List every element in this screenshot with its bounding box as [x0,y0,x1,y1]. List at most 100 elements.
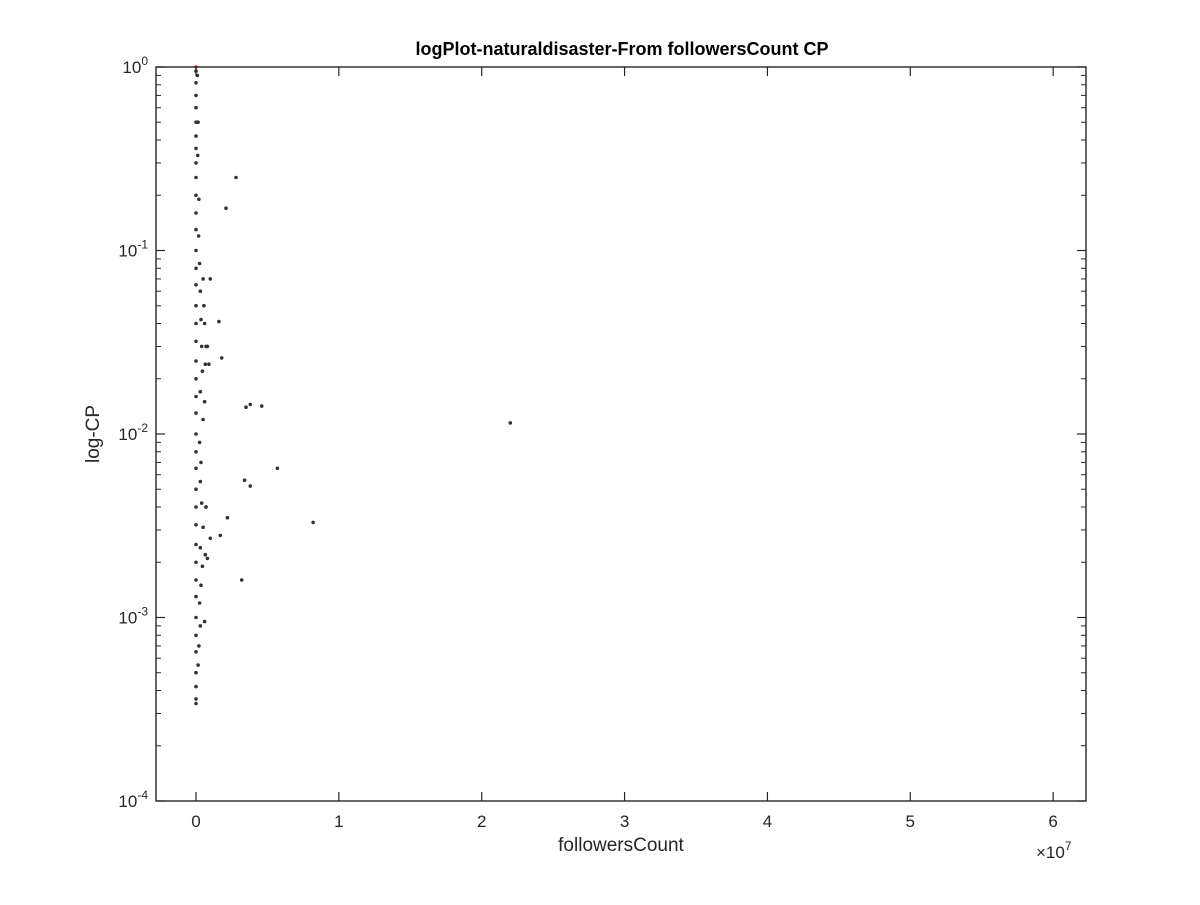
y-tick-label: 10-2 [118,421,148,444]
data-point [194,377,198,381]
data-point [202,303,206,308]
data-point [275,466,280,471]
data-point [194,339,198,344]
data-point [194,487,198,492]
x-tick-label: 0 [191,812,200,831]
data-point [199,344,204,349]
data-point [194,134,198,138]
data-point [242,478,247,483]
data-point [194,650,198,654]
plot-area [156,67,1086,801]
data-point [194,466,198,471]
data-point [194,193,198,198]
data-point [194,161,198,165]
data-point [199,460,203,465]
x-tick-label: 5 [906,812,915,831]
data-point [194,450,198,454]
data-point [194,432,198,436]
data-point [194,93,198,98]
data-point [198,479,203,484]
data-point [203,552,208,557]
data-point [195,153,200,158]
x-axis-label: followersCount [558,835,684,856]
svg-text:×107: ×107 [1036,839,1072,862]
data-point [248,402,253,407]
data-point [194,227,198,232]
axis-ticks: 0 1 2 3 4 5 6 10-4 10-3 10-2 10-1 100 [118,54,1086,831]
data-point [198,389,203,394]
data-point [201,417,205,422]
data-point [201,277,205,281]
data-point [204,505,208,509]
data-point [198,624,203,628]
data-point [259,404,264,408]
x-tick-label: 4 [763,812,772,831]
data-point [197,261,202,266]
data-point [201,525,205,530]
data-point [508,421,513,425]
x-exponent-label: ×107 [1036,839,1072,862]
data-point [194,303,198,308]
data-point [194,633,198,638]
data-point [194,105,198,110]
data-point [208,536,213,541]
data-point [194,81,198,85]
data-point [194,542,198,547]
data-point [197,644,201,648]
data-point [194,411,198,415]
data-point [202,619,207,624]
data-point [207,362,211,367]
data-point [194,701,198,706]
data-point [217,319,221,324]
data-point [194,523,198,527]
data-point [194,560,198,565]
data-point [196,234,201,238]
x-tick-label: 2 [477,812,486,831]
data-point [194,505,198,509]
data-point [234,175,238,180]
data-point [203,362,208,367]
data-point [194,394,198,399]
data-point [200,564,205,569]
data-point [194,578,198,582]
data-point [199,501,204,505]
data-point [194,594,198,599]
y-tick-label: 10-3 [118,605,148,628]
data-point [248,484,253,488]
x-tick-label: 6 [1048,812,1057,831]
data-point [219,356,224,360]
data-points [194,65,513,706]
data-point [244,405,248,410]
data-point [198,545,203,550]
x-tick-label: 3 [620,812,629,831]
data-point [194,266,198,271]
data-point [224,206,228,210]
data-point [194,283,198,287]
y-tick-label: 10-1 [118,238,148,261]
data-point [197,440,202,445]
data-point [194,146,198,151]
x-tick-label: 1 [334,812,343,831]
x-exponent-power: 7 [1065,839,1072,853]
y-tick-label: 100 [122,54,148,77]
data-point [205,344,210,349]
data-point [218,533,223,538]
data-point [194,248,198,253]
data-point [225,515,230,520]
axes-box [155,66,1087,802]
data-point [194,670,198,675]
y-axis-label: log-CP [83,405,104,463]
chart-title: logPlot-naturaldisaster-From followersCo… [415,39,828,59]
data-point [194,359,198,363]
data-point [311,520,315,525]
data-point [205,556,210,561]
data-point [199,583,203,587]
data-point [194,697,198,701]
data-point [196,663,200,667]
y-tick-label: 10-4 [118,788,148,811]
data-point [194,211,198,215]
data-point [208,277,213,281]
data-point [194,321,198,326]
data-point [197,601,202,605]
data-point [202,399,207,404]
